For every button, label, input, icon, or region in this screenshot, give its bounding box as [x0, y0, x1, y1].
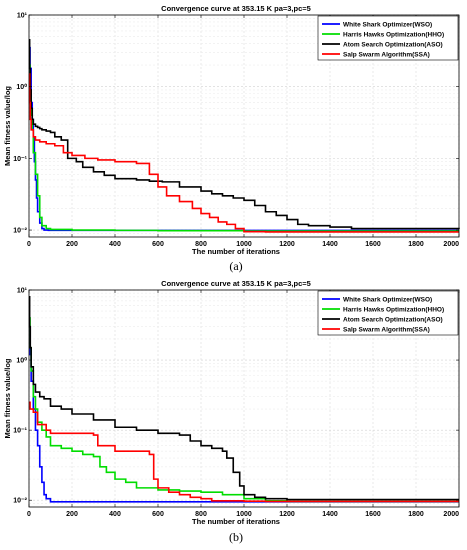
- x-tick-label: 800: [195, 511, 207, 518]
- series-line-aso: [28, 295, 459, 501]
- x-tick-label: 1400: [322, 241, 338, 248]
- legend-entry: Harris Hawks Optimization(HHO): [343, 31, 444, 38]
- x-tick-label: 1400: [322, 511, 338, 518]
- y-tick-label: 10⁻¹: [13, 428, 27, 435]
- x-tick-label: 1800: [408, 511, 424, 518]
- x-tick-label: 1600: [365, 511, 381, 518]
- x-tick-label: 600: [152, 241, 164, 248]
- legend-box: [317, 290, 459, 336]
- y-axis-label: Mean fitness value/log: [3, 358, 12, 438]
- legend-entry: White Shark Optimizer(WSO): [343, 21, 432, 28]
- x-tick-label: 1000: [236, 511, 252, 518]
- x-tick-label: 1200: [279, 241, 295, 248]
- y-tick-label: 10⁻¹: [13, 156, 27, 163]
- x-tick-label: 600: [152, 511, 164, 518]
- y-tick-label: 10⁰: [16, 83, 27, 91]
- chart-title: Convergence curve at 353.15 K pa=3,pc=5: [161, 4, 311, 13]
- x-tick-label: 1000: [236, 241, 252, 248]
- chart-panel-a: 0 200 400 600 800 1000 1200 1400 1600 1800 2000 10⁻…: [3, 4, 460, 273]
- x-tick-label: 800: [195, 241, 207, 248]
- x-tick-label: 1200: [279, 511, 295, 518]
- x-tick-label: 400: [109, 511, 121, 518]
- x-tick-label: 2000: [443, 241, 459, 248]
- x-tick-label: 2000: [443, 511, 459, 518]
- x-tick-label: 200: [66, 511, 78, 518]
- y-tick-label: 10⁻²: [13, 498, 27, 505]
- x-axis-label: The number of iterations: [192, 247, 280, 256]
- x-tick-label: 400: [109, 241, 121, 248]
- series-line-hho: [29, 317, 459, 503]
- legend-entry: Salp Swarm Algorithm(SSA): [343, 326, 430, 333]
- x-tick-label: 0: [27, 241, 31, 248]
- y-tick-label: 10⁰: [16, 357, 27, 365]
- legend-entry: Atom Search Optimization(ASO): [343, 316, 443, 323]
- legend: White Shark Optimizer(WSO) Harris Hawks O…: [317, 15, 459, 61]
- x-tick-label: 1800: [408, 241, 424, 248]
- panel-label: (b): [229, 530, 243, 544]
- y-tick-label: 10⁻²: [13, 228, 27, 235]
- y-tick-label: 10¹: [17, 288, 28, 295]
- y-axis-label: Mean fitness value/log: [3, 86, 12, 166]
- series-line-ssa: [28, 73, 459, 233]
- chart-title: Convergence curve at 353.15 K pa=3,pc=5: [161, 279, 311, 288]
- x-axis-label: The number of iterations: [192, 517, 280, 526]
- chart-panel-b: 0 200 400 600 800 1000 1200 1400 1600 1800 2000 10⁻…: [3, 279, 460, 544]
- x-tick-label: 200: [66, 241, 78, 248]
- x-tick-label: 1600: [365, 241, 381, 248]
- series-line-ssa: [29, 401, 459, 503]
- y-tick-label: 10¹: [17, 13, 28, 20]
- legend-entry: Salp Swarm Algorithm(SSA): [343, 51, 430, 58]
- series-line-aso: [28, 39, 460, 230]
- legend: White Shark Optimizer(WSO) Harris Hawks O…: [317, 290, 459, 336]
- legend-entry: Atom Search Optimization(ASO): [343, 41, 443, 48]
- x-tick-label: 0: [27, 511, 31, 518]
- panel-label: (a): [229, 259, 242, 273]
- legend-entry: Harris Hawks Optimization(HHO): [343, 306, 444, 313]
- legend-entry: White Shark Optimizer(WSO): [343, 296, 432, 303]
- legend-box: [317, 15, 459, 61]
